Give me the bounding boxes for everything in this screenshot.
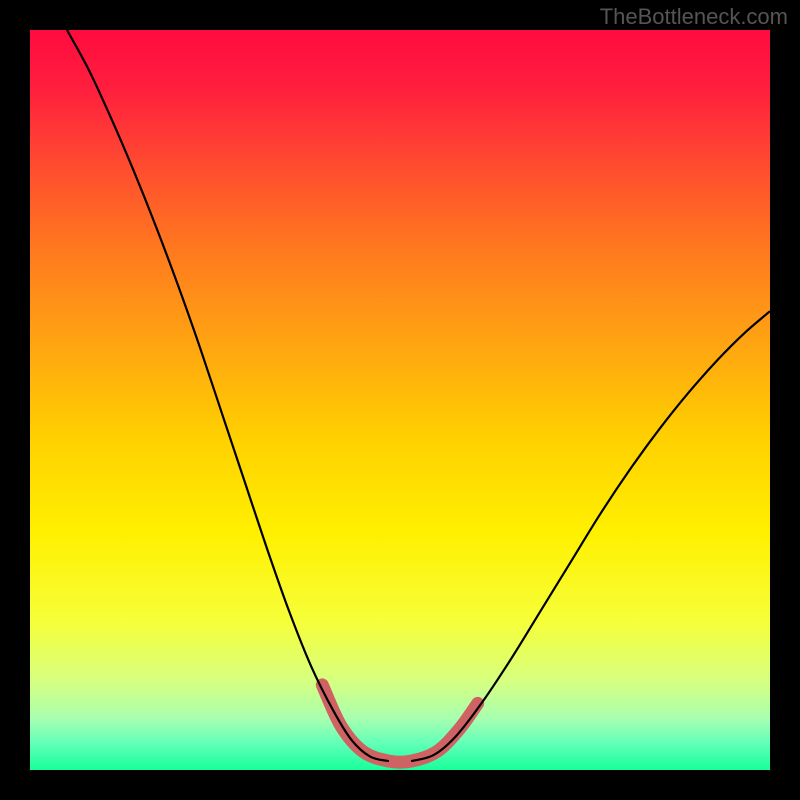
left-curve [67, 30, 389, 761]
watermark-text: TheBottleneck.com [600, 4, 788, 30]
right-curve [411, 311, 770, 761]
chart-frame: TheBottleneck.com [0, 0, 800, 800]
curves-layer [30, 30, 770, 770]
plot-area [30, 30, 770, 770]
valley-highlight [322, 685, 477, 762]
